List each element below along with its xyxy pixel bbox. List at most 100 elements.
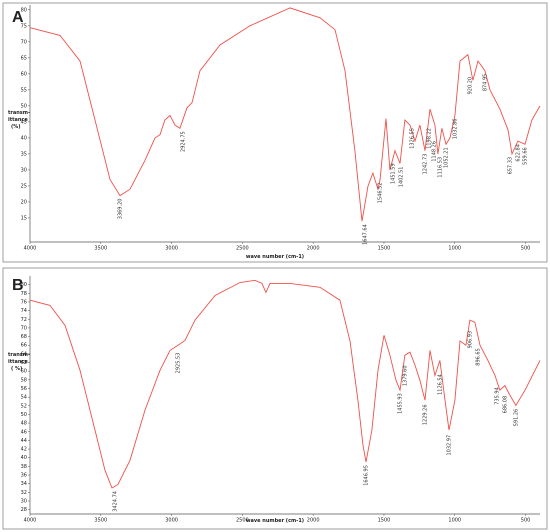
peak-label: 1126.54 (437, 374, 443, 395)
y-tick-label: 38 (21, 464, 27, 470)
peak-label: 896.65 (476, 348, 482, 366)
y-tick-label: 66 (21, 343, 27, 349)
y-tick-label: 30 (21, 167, 27, 173)
peak-label: 920.20 (467, 77, 473, 95)
y-axis-label: ( %) (11, 366, 22, 372)
x-tick-label: 1000 (448, 518, 461, 524)
peak-label: 1032.86 (452, 118, 458, 139)
peak-label: 1455.93 (398, 393, 404, 414)
y-tick-label: 54 (21, 395, 27, 401)
spectrum-line (29, 7, 541, 222)
y-tick-label: 50 (21, 103, 27, 109)
y-tick-label: 60 (21, 71, 27, 77)
y-tick-label: 36 (21, 473, 27, 479)
y-tick-label: 68 (21, 334, 27, 340)
peak-label: 622.84 (515, 144, 521, 162)
x-tick-label: 3000 (165, 246, 178, 252)
peak-label: 1379.60 (402, 365, 408, 386)
peak-label: 591.26 (513, 409, 519, 427)
y-tick-label: 80 (21, 282, 27, 288)
peak-label: 1326.55 (410, 128, 416, 149)
y-tick-label: 78 (21, 291, 27, 297)
y-tick-label: 56 (21, 386, 27, 392)
y-axis-label: (%) (11, 124, 21, 130)
y-tick-label: 40 (21, 135, 27, 141)
y-tick-label: 15 (21, 215, 27, 221)
panel-frame (2, 267, 548, 530)
y-tick-label: 80 (21, 7, 27, 13)
peak-label: 3424.74 (113, 491, 119, 512)
y-tick-label: 70 (21, 325, 27, 331)
x-tick-label: 2000 (307, 518, 320, 524)
y-tick-label: 58 (21, 377, 27, 383)
panel-label: A (12, 9, 24, 26)
y-tick-label: 62 (21, 360, 27, 366)
peak-label: 1229.26 (422, 404, 428, 425)
y-tick-label: 30 (21, 499, 27, 505)
x-tick-label: 4000 (24, 246, 37, 252)
peak-label: 1402.51 (399, 167, 405, 188)
y-tick-label: 52 (21, 403, 27, 409)
y-tick-label: 55 (21, 87, 27, 93)
x-tick-label: 1500 (378, 246, 391, 252)
peak-label: 2924.75 (180, 131, 186, 152)
x-tick-label: 1000 (448, 246, 461, 252)
y-tick-label: 64 (21, 351, 27, 357)
y-tick-label: 48 (21, 421, 27, 427)
spectrum-line (29, 279, 541, 489)
y-axis-label: transm- (8, 352, 30, 358)
peak-label: 735.94 (494, 387, 500, 405)
y-tick-label: 70 (21, 39, 27, 45)
peak-label: 1646.95 (363, 465, 369, 486)
y-tick-label: 65 (21, 55, 27, 61)
y-axis-label: ittance (8, 359, 28, 365)
x-tick-label: 4000 (24, 518, 37, 524)
y-tick-label: 72 (21, 317, 27, 323)
x-tick-label: 1500 (378, 518, 391, 524)
peak-label: 1148.26 (432, 141, 438, 162)
x-tick-label: 2000 (307, 246, 320, 252)
y-tick-label: 32 (21, 490, 27, 496)
y-tick-label: 74 (21, 308, 27, 314)
peak-label: 3369.20 (117, 199, 123, 220)
y-tick-label: 42 (21, 447, 27, 453)
x-tick-label: 3000 (165, 518, 178, 524)
y-axis-label: ittance (8, 117, 28, 123)
y-tick-label: 28 (21, 507, 27, 513)
x-tick-label: 3500 (94, 246, 107, 252)
y-tick-label: 75 (21, 23, 27, 29)
x-tick-label: 2500 (236, 246, 249, 252)
panel-frame (2, 2, 548, 263)
panel-label: B (12, 277, 24, 294)
x-tick-label: 500 (521, 246, 531, 252)
peak-label: 874.95 (482, 74, 488, 92)
y-tick-label: 46 (21, 429, 27, 435)
y-tick-label: 20 (21, 199, 27, 205)
peak-label: 2925.53 (175, 353, 181, 374)
peak-label: 1116.53 (437, 157, 443, 178)
peak-label: 906.93 (467, 331, 473, 349)
x-tick-label: 3500 (94, 518, 107, 524)
peak-label: 1647.64 (362, 224, 368, 245)
peak-label: 657.33 (508, 157, 514, 175)
y-tick-label: 25 (21, 183, 27, 189)
peak-label: 1198.22 (427, 128, 433, 149)
y-tick-label: 45 (21, 119, 27, 125)
y-tick-label: 40 (21, 455, 27, 461)
peak-label: 1032.97 (446, 435, 452, 456)
y-tick-label: 35 (21, 151, 27, 157)
x-tick-label: 2500 (236, 518, 249, 524)
x-tick-label: 500 (521, 518, 531, 524)
y-tick-label: 60 (21, 369, 27, 375)
y-tick-label: 44 (21, 438, 27, 444)
peak-label: 1242.73 (423, 154, 429, 175)
x-axis-label: wave number (cm-1) (246, 254, 304, 260)
y-tick-label: 76 (21, 299, 27, 305)
x-axis-label: wave number (cm-1) (246, 518, 304, 524)
peak-label: 559.66 (523, 147, 529, 165)
peak-label: 1052.21 (444, 147, 450, 168)
peak-label: 686.08 (502, 396, 508, 414)
peak-label: 1546.52 (378, 182, 384, 203)
